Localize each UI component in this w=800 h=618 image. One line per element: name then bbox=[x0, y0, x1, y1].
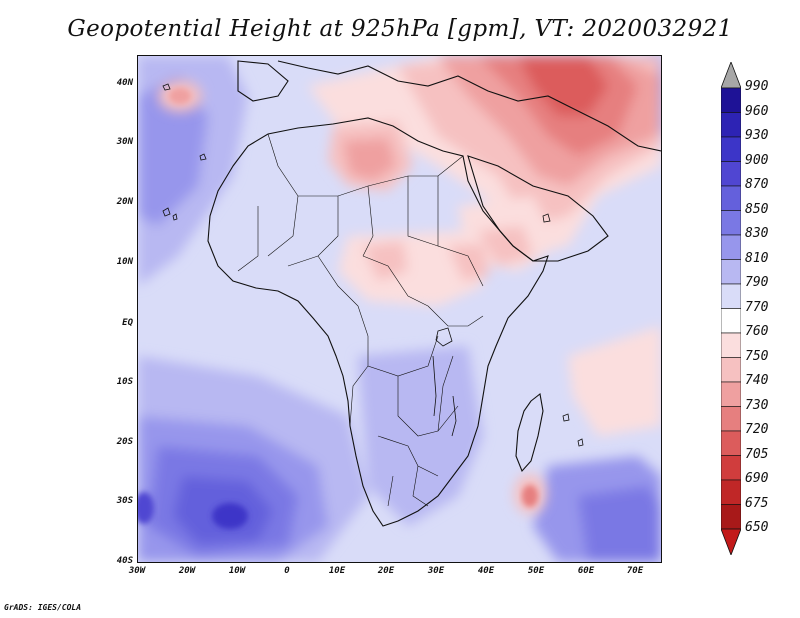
lon-label-10e: 10E bbox=[328, 566, 346, 576]
colorbar-cell bbox=[721, 308, 741, 334]
colorbar-cell bbox=[721, 455, 741, 481]
lat-label-10n: 10N bbox=[116, 257, 133, 267]
colorbar-cell bbox=[721, 161, 741, 187]
lon-label-60e: 60E bbox=[577, 566, 595, 576]
colorbar-level-label: 990 bbox=[745, 79, 769, 94]
colorbar-level-label: 730 bbox=[745, 397, 769, 413]
lat-label-40n: 40N bbox=[116, 78, 133, 88]
chart-title: Geopotential Height at 925hPa [gpm], VT:… bbox=[67, 16, 733, 42]
colorbar-cell bbox=[721, 210, 741, 236]
islands bbox=[162, 83, 584, 447]
grads-credit: GrADS: IGES/COLA bbox=[4, 603, 82, 612]
lon-label-0: 0 bbox=[284, 566, 290, 576]
lat-label-40s: 40S bbox=[116, 556, 133, 566]
colorbar-cell bbox=[721, 332, 741, 358]
lat-label-30n: 30N bbox=[116, 137, 133, 147]
colorbar-cell bbox=[721, 504, 741, 530]
colorbar-level-label: 690 bbox=[745, 471, 769, 486]
europe-coastline bbox=[277, 60, 661, 152]
lon-label-30w: 30W bbox=[128, 566, 146, 576]
colorbar-cell bbox=[721, 185, 741, 211]
colorbar-level-label: 930 bbox=[745, 128, 769, 143]
colorbar-cell bbox=[721, 479, 741, 505]
colorbar-cell bbox=[721, 430, 741, 456]
colorbar bbox=[721, 62, 741, 555]
colorbar-cell bbox=[721, 87, 741, 113]
colorbar-cap-bottom bbox=[721, 528, 741, 555]
low-core-south-atlantic bbox=[212, 503, 248, 529]
low-core-west-edge bbox=[138, 492, 154, 524]
colorbar-level-label: 675 bbox=[745, 495, 769, 511]
lon-label-10w: 10W bbox=[228, 566, 246, 576]
lon-label-20e: 20E bbox=[377, 566, 395, 576]
lon-label-20w: 20W bbox=[178, 566, 196, 576]
lon-label-50e: 50E bbox=[527, 566, 545, 576]
colorbar-cell bbox=[721, 381, 741, 407]
high-height-regions bbox=[158, 56, 661, 514]
colorbar-level-label: 770 bbox=[745, 299, 769, 315]
lon-label-40e: 40E bbox=[477, 566, 495, 576]
colorbar-level-label: 760 bbox=[745, 324, 769, 339]
country-borders bbox=[237, 133, 484, 507]
coastlines bbox=[207, 60, 661, 527]
colorbar-level-label: 650 bbox=[745, 520, 769, 535]
colorbar-level-label: 740 bbox=[745, 373, 769, 388]
colorbar-cell bbox=[721, 259, 741, 285]
lon-label-30e: 30E bbox=[427, 566, 445, 576]
colorbar-level-label: 830 bbox=[745, 226, 769, 241]
colorbar-level-label: 850 bbox=[745, 201, 769, 217]
colorbar-level-label: 705 bbox=[745, 446, 769, 462]
lat-label-20n: 20N bbox=[116, 197, 133, 207]
colorbar-cells bbox=[721, 62, 741, 555]
colorbar-level-label: 790 bbox=[745, 275, 769, 290]
colorbar-cell bbox=[721, 357, 741, 383]
africa-coastline bbox=[207, 117, 549, 527]
colorbar-cap-top bbox=[721, 62, 741, 89]
colorbar-level-label: 810 bbox=[745, 250, 769, 266]
geopotential-height-map bbox=[138, 56, 661, 562]
colorbar-cell bbox=[721, 283, 741, 309]
iberia-coastline bbox=[237, 60, 289, 102]
colorbar-level-label: 960 bbox=[745, 103, 769, 119]
map-frame bbox=[137, 55, 662, 563]
lat-label-30s: 30S bbox=[116, 496, 133, 506]
madagascar-coastline bbox=[515, 393, 544, 473]
lon-label-70e: 70E bbox=[626, 566, 644, 576]
lakes bbox=[432, 327, 457, 437]
colorbar-cell bbox=[721, 234, 741, 260]
colorbar-cell bbox=[721, 112, 741, 138]
colorbar-level-label: 750 bbox=[745, 348, 769, 364]
colorbar-level-label: 870 bbox=[745, 177, 769, 192]
colorbar-cell bbox=[721, 136, 741, 162]
arabia-coastline bbox=[467, 155, 609, 262]
high-core-madagascar-south bbox=[522, 485, 538, 507]
colorbar-level-label: 720 bbox=[745, 422, 769, 437]
colorbar-cell bbox=[721, 406, 741, 432]
lat-label-10s: 10S bbox=[116, 377, 133, 387]
lat-label-20s: 20S bbox=[116, 437, 133, 447]
high-core-azores bbox=[169, 88, 191, 104]
lat-label-eq: EQ bbox=[122, 318, 133, 328]
colorbar-level-label: 900 bbox=[745, 152, 769, 168]
